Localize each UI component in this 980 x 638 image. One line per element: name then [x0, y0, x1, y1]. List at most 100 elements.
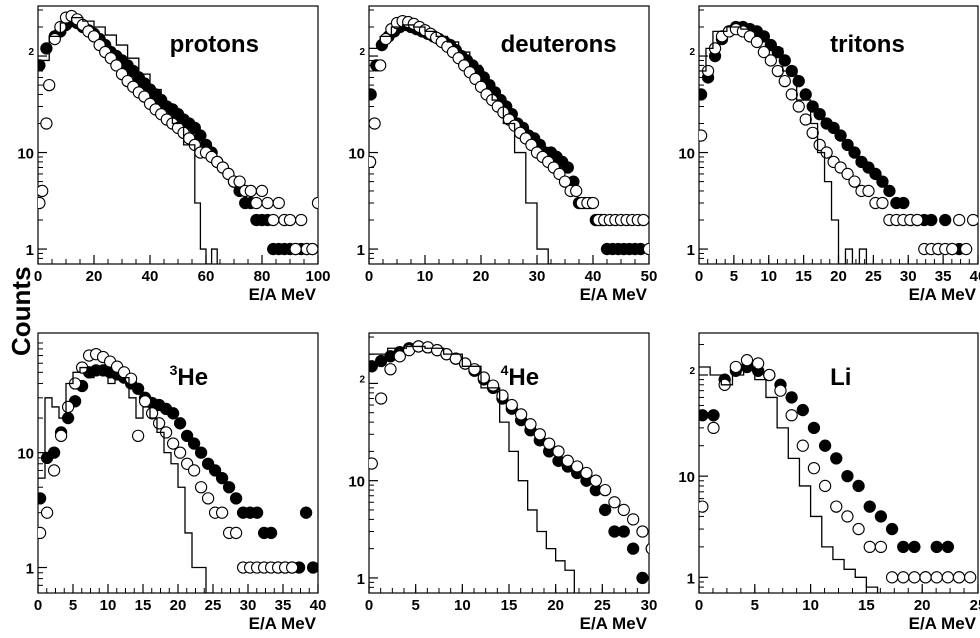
filled-data-point: [813, 107, 826, 121]
open-data-point: [477, 371, 490, 384]
open-data-point: [796, 439, 809, 452]
panel-2: 0 10 20 30 40 50 1 10 2 E/A MeV deuterons: [348, 5, 658, 304]
open-data-point: [930, 571, 943, 584]
filled-data-point: [792, 74, 805, 88]
open-data-point: [959, 242, 973, 256]
filled-data-point: [941, 540, 955, 554]
filled-data-point: [194, 446, 208, 459]
open-data-point: [729, 360, 742, 374]
open-data-point: [911, 213, 924, 227]
open-data-point: [964, 571, 977, 584]
x-tick-label: 20: [473, 268, 490, 285]
filled-data-point: [930, 540, 943, 554]
open-data-point: [876, 196, 889, 210]
open-data-point: [919, 571, 932, 584]
filled-data-point: [626, 542, 640, 555]
x-tick-label: 10: [760, 268, 777, 285]
open-data-point: [283, 213, 297, 227]
open-data-point: [862, 184, 875, 198]
open-data-point: [874, 540, 888, 554]
open-data-point: [496, 389, 509, 402]
open-data-point: [771, 64, 784, 78]
histogram-line: [38, 366, 214, 593]
x-tick-label: 0: [695, 597, 703, 614]
filled-data-point: [180, 429, 194, 442]
filled-data-point: [208, 464, 222, 477]
y-tick-label: 10: [348, 474, 365, 491]
filled-data-point: [598, 503, 612, 517]
x-tick-label: 20: [830, 268, 847, 285]
open-data-point: [194, 481, 208, 494]
open-data-point: [897, 571, 910, 584]
panel-title: Li: [830, 364, 851, 391]
histogram-line: [38, 16, 218, 264]
x-tick-label: 15: [795, 268, 812, 285]
filled-data-point: [778, 54, 791, 67]
filled-data-point: [908, 540, 921, 554]
filled-data-point: [369, 360, 378, 373]
open-data-point: [306, 242, 318, 256]
x-tick-label: 10: [802, 597, 819, 614]
x-tick-label: 5: [411, 597, 419, 614]
open-data-point: [785, 88, 798, 101]
filled-data-point: [869, 167, 882, 181]
open-data-point: [799, 113, 812, 126]
open-data-point: [250, 196, 263, 210]
open-data-point: [626, 513, 640, 526]
filled-data-point: [636, 571, 649, 585]
open-data-point: [229, 526, 243, 540]
filled-data-point: [131, 382, 145, 395]
panel-5: 0 5 10 15 20 25 30 1 10 2 E/A MeV 4He: [348, 332, 657, 633]
histogram-line: [699, 26, 868, 264]
filled-data-point: [561, 161, 574, 174]
open-data-point: [285, 561, 299, 574]
x-tick-label: 35: [935, 268, 952, 285]
histogram-line: [699, 366, 879, 593]
y-tick-label: 10: [348, 146, 365, 163]
open-data-point: [233, 175, 246, 188]
x-tick-label: 25: [970, 597, 980, 614]
open-data-point: [645, 543, 649, 555]
x-tick-label: 40: [310, 597, 327, 614]
open-data-point: [636, 525, 649, 538]
x-tick-label: 50: [641, 268, 658, 285]
open-data-point: [570, 460, 584, 473]
panel-4: 0 5 10 15 20 25 30 35 40 1 10 E/A MeV 3He: [17, 332, 327, 633]
open-data-point: [267, 213, 280, 227]
open-data-point: [255, 184, 269, 198]
x-tick-label: 10: [417, 268, 434, 285]
filled-data-point: [166, 407, 180, 420]
y-tick-label: 1: [26, 561, 34, 578]
open-data-point: [806, 126, 819, 139]
filled-data-point: [617, 525, 630, 538]
filled-data-point: [925, 213, 938, 227]
x-tick-label: 40: [970, 268, 980, 285]
x-tick-label: 40: [142, 268, 159, 285]
filled-data-point: [47, 446, 61, 459]
x-tick-label: 15: [858, 597, 875, 614]
y-tick-label: 2: [28, 47, 34, 58]
open-data-point: [374, 59, 387, 72]
filled-data-point: [830, 452, 843, 465]
open-data-point: [757, 45, 771, 59]
open-data-point: [47, 464, 61, 477]
filled-data-point: [707, 409, 720, 422]
open-data-point: [295, 213, 308, 227]
open-data-point: [598, 483, 612, 497]
open-data-point: [87, 30, 101, 43]
x-tick-label: 0: [365, 597, 373, 614]
open-data-point: [778, 74, 791, 88]
x-tick-label: 0: [34, 597, 42, 614]
open-data-point: [61, 400, 75, 414]
filled-data-point: [848, 146, 861, 159]
y-tick-label: 1: [687, 242, 695, 259]
open-data-point: [707, 421, 720, 435]
open-data-point: [272, 196, 285, 210]
y-tick-label: 10: [678, 469, 695, 486]
open-data-point: [542, 437, 556, 450]
filled-data-point: [785, 391, 798, 404]
x-tick-label: 0: [34, 268, 42, 285]
open-data-point: [369, 117, 381, 130]
open-data-point: [145, 407, 159, 420]
open-data-point: [852, 522, 865, 536]
